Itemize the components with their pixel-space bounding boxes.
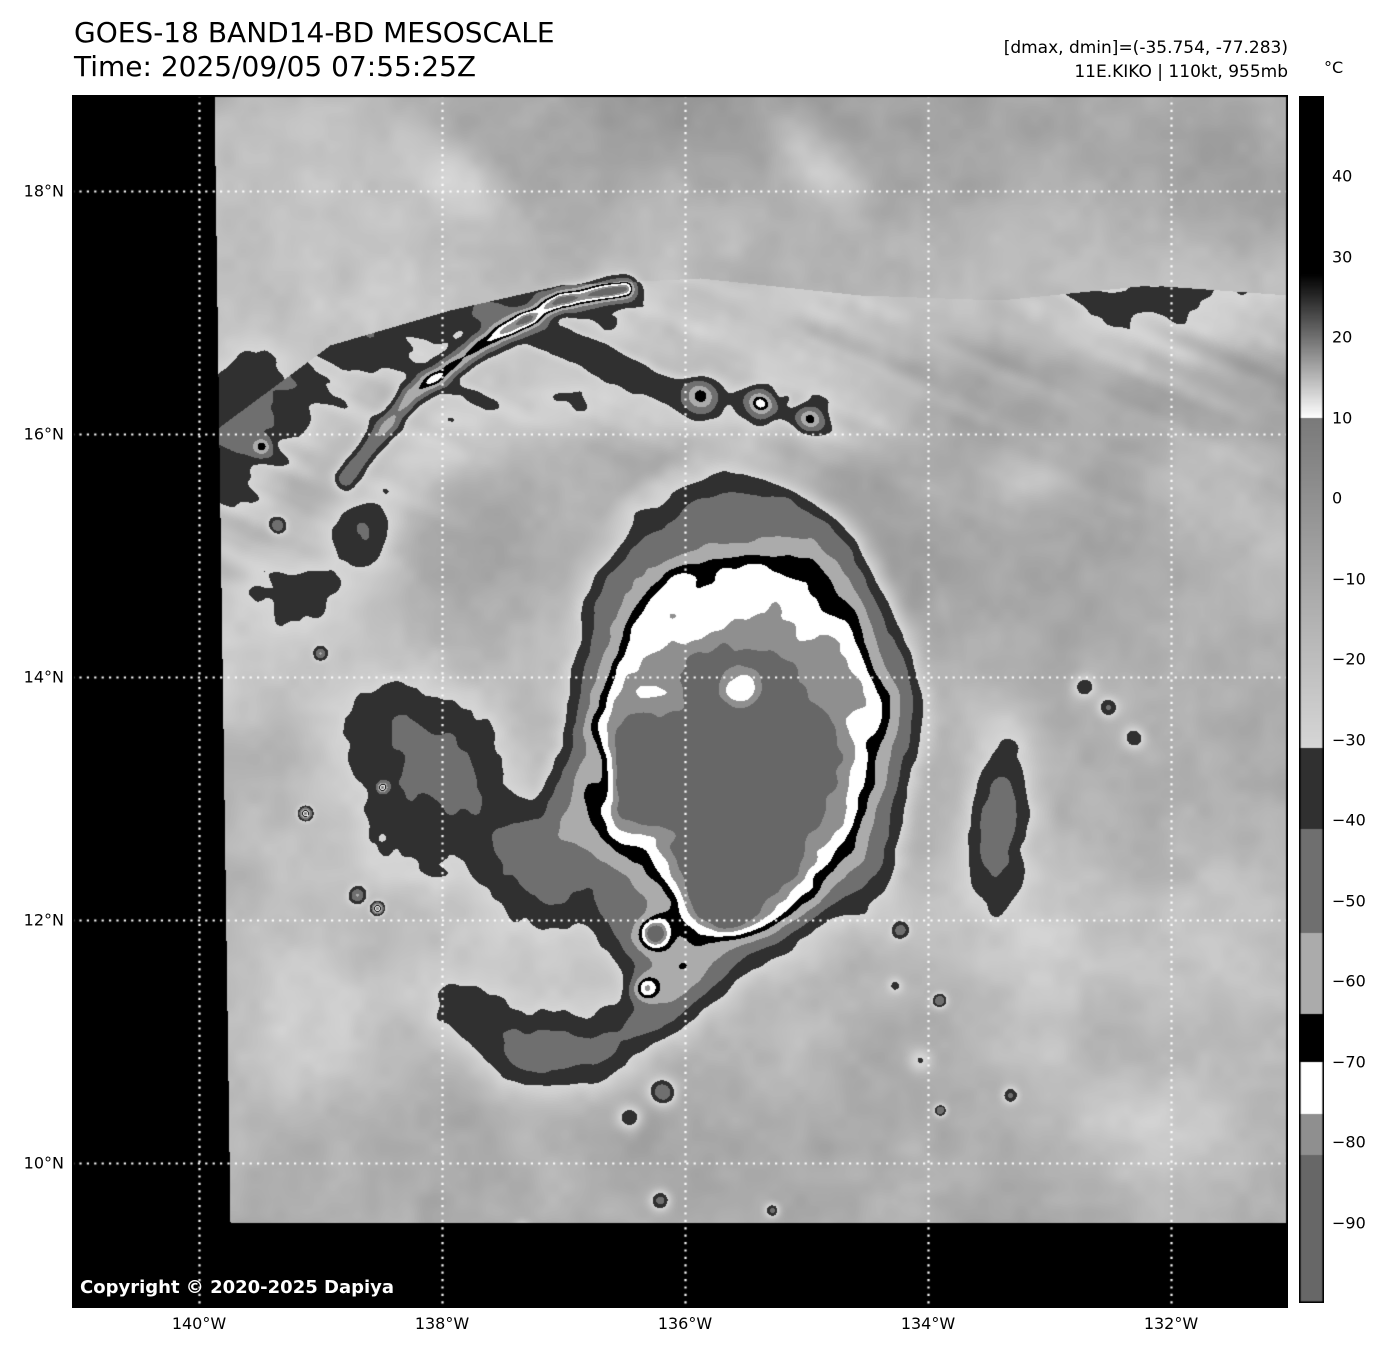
colorbar-tick-label: −70 (1332, 1052, 1366, 1072)
lat-tick-label: 12°N (23, 910, 64, 930)
colorbar-tick-label: 0 (1332, 488, 1343, 508)
colorbar-tick-label: −20 (1332, 649, 1366, 669)
map-plot-area: Copyright © 2020-2025 Dapiya (72, 95, 1288, 1308)
colorbar-unit-label: °C (1324, 58, 1344, 77)
lon-tick-label: 132°W (1143, 1314, 1199, 1333)
lat-tick-label: 14°N (23, 667, 64, 687)
colorbar-tick-label: 30 (1332, 247, 1353, 267)
lat-tick-label: 10°N (23, 1153, 64, 1173)
colorbar-tick-label: −60 (1332, 971, 1366, 991)
timestamp: Time: 2025/09/05 07:55:25Z (74, 50, 477, 83)
page-title: GOES-18 BAND14-BD MESOSCALE (74, 16, 555, 49)
satellite-image-canvas (72, 95, 1288, 1308)
colorbar-canvas (1299, 96, 1324, 1303)
dmax-dmin-annotation: [dmax, dmin]=(-35.754, -77.283) (1003, 38, 1288, 58)
lat-tick-label: 16°N (23, 424, 64, 444)
colorbar (1299, 96, 1324, 1303)
colorbar-tick-label: −40 (1332, 810, 1366, 830)
lon-tick-label: 140°W (171, 1314, 227, 1333)
colorbar-tick-label: −30 (1332, 730, 1366, 750)
colorbar-tick-label: −90 (1332, 1213, 1366, 1233)
lon-tick-label: 134°W (900, 1314, 956, 1333)
copyright-watermark: Copyright © 2020-2025 Dapiya (80, 1277, 395, 1298)
annotation-block: [dmax, dmin]=(-35.754, -77.283) 11E.KIKO… (1004, 36, 1288, 84)
colorbar-tick-label: −80 (1332, 1132, 1366, 1152)
lat-tick-label: 18°N (23, 181, 64, 201)
colorbar-tick-label: 40 (1332, 166, 1353, 186)
storm-intensity-annotation: 11E.KIKO | 110kt, 955mb (1074, 62, 1288, 82)
colorbar-tick-label: 20 (1332, 327, 1353, 347)
colorbar-tick-label: 10 (1332, 408, 1353, 428)
lon-tick-label: 136°W (657, 1314, 713, 1333)
lon-tick-label: 138°W (414, 1314, 470, 1333)
colorbar-tick-label: −50 (1332, 891, 1366, 911)
title-block: GOES-18 BAND14-BD MESOSCALE Time: 2025/0… (74, 16, 555, 84)
colorbar-tick-label: −10 (1332, 569, 1366, 589)
